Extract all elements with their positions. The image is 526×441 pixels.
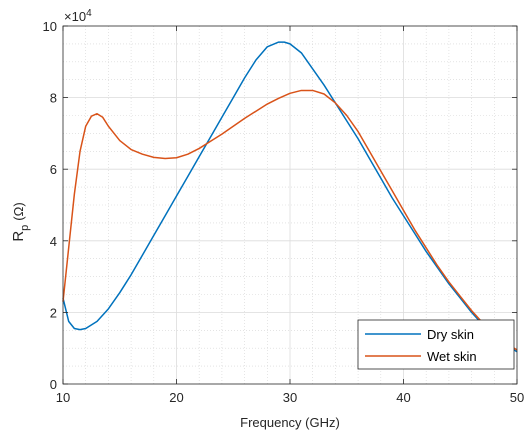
y-axis-label: Rp (Ω)	[10, 202, 31, 241]
exponent-label: ×104	[64, 8, 92, 24]
y-axis-label-unit: (Ω)	[11, 202, 26, 220]
axes-layer	[62, 25, 518, 385]
exponent-label-base: ×10	[64, 9, 86, 24]
tick-label-layer: 10 20 30 40 50 0 2 4 6 8 10	[43, 19, 525, 405]
series-layer	[62, 41, 518, 353]
x-axis-label: Frequency (GHz)	[240, 415, 340, 430]
x-tick-label: 40	[396, 390, 410, 405]
x-tick-label: 20	[169, 390, 183, 405]
y-axis-label-subscript: p	[19, 225, 31, 231]
y-tick-label: 8	[50, 91, 57, 106]
legend-box	[357, 319, 515, 370]
y-tick-label: 6	[50, 162, 57, 177]
legend-label-dry-skin: Dry skin	[427, 327, 474, 342]
exponent-label-power: 4	[86, 8, 92, 19]
series-line-wet-skin	[62, 89, 518, 351]
y-tick-label: 4	[50, 234, 57, 249]
y-tick-label: 10	[43, 19, 57, 34]
grid-layer	[63, 26, 517, 384]
x-tick-label: 30	[283, 390, 297, 405]
y-axis-label-main: R	[10, 231, 27, 242]
series-line-dry-skin	[62, 41, 518, 353]
legend: Dry skin Wet skin	[357, 319, 515, 370]
y-tick-label: 2	[50, 305, 57, 320]
y-tick-label: 0	[50, 377, 57, 392]
x-tick-label: 50	[510, 390, 524, 405]
x-tick-label: 10	[56, 390, 70, 405]
legend-label-wet-skin: Wet skin	[427, 349, 477, 364]
